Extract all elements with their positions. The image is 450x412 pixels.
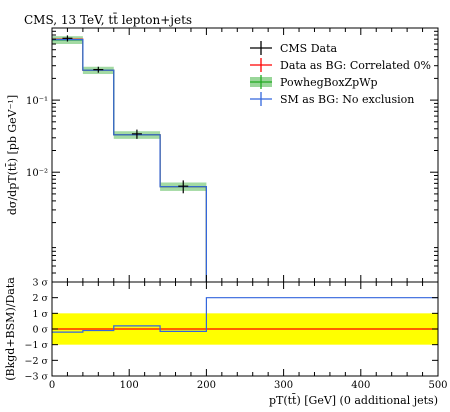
ratio-axis-ticks: −3 σ −2 σ −1 σ 0 σ 1 σ 2 σ 3 σ 0 100 200 300 400 500 [24, 278, 447, 392]
legend-label: PowhegBoxZpWp [280, 76, 378, 89]
x-tick-label: 200 [197, 380, 216, 391]
ratio-series-lines [52, 297, 438, 333]
legend-label: Data as BG: Correlated 0% [280, 59, 431, 72]
legend-label: SM as BG: No exclusion [280, 93, 414, 106]
x-tick-label: 100 [120, 380, 139, 391]
ratio-y-tick-label: 2 σ [32, 293, 48, 304]
main-ylabel: dσ/dpT(tt̄) [pb GeV⁻¹] [6, 95, 19, 215]
y-tick-label: 10⁻¹ [26, 96, 48, 107]
ratio-y-tick-label: −3 σ [24, 372, 48, 383]
main-series-lines [52, 38, 207, 282]
series-line-data-as-bg-correlated-0- [52, 38, 207, 282]
main-data-points [62, 35, 189, 194]
ratio-line-sm-as-bg-no-exclusion [52, 297, 438, 333]
ratio-y-tick-label: −1 σ [24, 340, 48, 351]
x-tick-label: 500 [428, 380, 447, 391]
x-axis-label: pT(tt̄) [GeV] (0 additional jets) [269, 394, 438, 407]
x-tick-label: 300 [274, 380, 293, 391]
series-line-powhegboxzpwp [52, 39, 207, 282]
ratio-y-tick-label: −2 σ [24, 356, 48, 367]
x-tick-label: 0 [49, 380, 55, 391]
legend: CMS Data Data as BG: Correlated 0% PowhegB… [250, 41, 431, 106]
chart-title: CMS, 13 TeV, tt̄ lepton+jets [24, 11, 192, 27]
series-line-sm-as-bg-no-exclusion [52, 39, 207, 282]
y-tick-label: 10⁻² [26, 168, 48, 179]
svg-text:(Bkgd+BSM)/Data: (Bkgd+BSM)/Data [4, 277, 17, 381]
x-tick-label: 400 [351, 380, 370, 391]
ratio-ylabel: (Bkgd+BSM)/Data [4, 277, 17, 381]
main-axis-ticks: 10⁻¹ 10⁻² [26, 28, 439, 283]
main-uncertainty-band [52, 36, 207, 191]
ratio-y-tick-label: 3 σ [32, 278, 48, 289]
ratio-y-tick-label: 1 σ [32, 309, 48, 320]
legend-label: CMS Data [280, 42, 338, 55]
ratio-y-tick-label: 0 σ [32, 325, 48, 336]
svg-text:dσ/dpT(tt̄) [pb GeV⁻¹]: dσ/dpT(tt̄) [pb GeV⁻¹] [6, 95, 19, 215]
